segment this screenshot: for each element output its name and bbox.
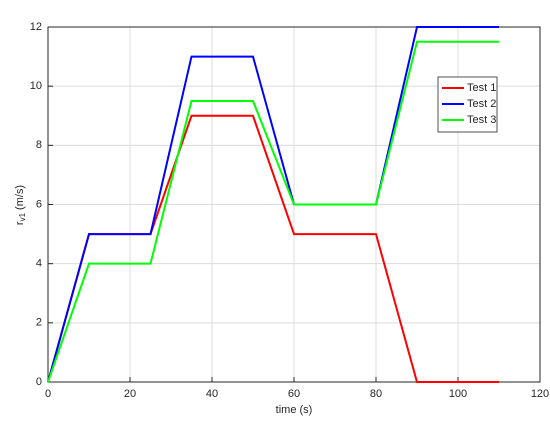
y-tick-label: 10: [30, 80, 42, 92]
y-tick-label: 2: [36, 317, 42, 329]
y-tick-label: 0: [36, 376, 42, 388]
y-tick-label: 8: [36, 139, 42, 151]
y-label-sub: v1: [18, 212, 27, 221]
legend-box: [437, 76, 498, 133]
x-tick-label: 100: [449, 388, 467, 400]
legend-label: Test 3: [467, 114, 496, 126]
legend-label: Test 2: [467, 98, 496, 110]
x-tick-label: 40: [206, 388, 218, 400]
y-tick-label: 12: [30, 21, 42, 33]
y-label-unit: (m/s): [14, 185, 26, 210]
y-tick-label: 6: [36, 198, 42, 210]
x-tick-label: 60: [288, 388, 300, 400]
x-tick-label: 0: [45, 388, 51, 400]
x-tick-label: 80: [370, 388, 382, 400]
y-label-base: r: [14, 221, 26, 225]
legend: Test 1 Test 2 Test 3: [437, 76, 498, 133]
x-axis-label: time (s): [276, 404, 313, 416]
x-tick-label: 20: [124, 388, 136, 400]
legend-label: Test 1: [467, 82, 496, 94]
y-axis-label: rv1 (m/s): [14, 185, 27, 225]
data-line: [47, 26, 499, 383]
y-tick-label: 4: [36, 258, 42, 270]
plot-frame: [47, 26, 541, 383]
data-line: [47, 40, 499, 383]
x-tick-label: 120: [531, 388, 549, 400]
